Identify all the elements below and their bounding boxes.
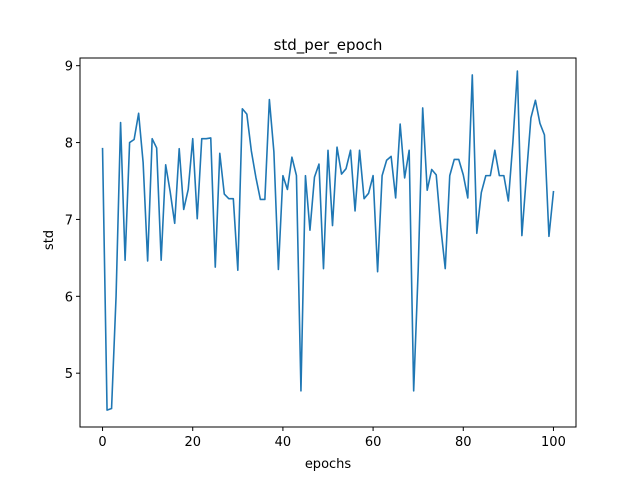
x-tick-label: 20 <box>184 435 201 450</box>
x-axis-label: epochs <box>305 457 352 472</box>
chart-title: std_per_epoch <box>274 36 383 55</box>
y-tick-label: 6 <box>65 290 73 305</box>
x-tick-label: 0 <box>98 435 106 450</box>
y-tick-label: 8 <box>65 137 73 152</box>
x-tick-label: 80 <box>455 435 472 450</box>
y-tick-label: 5 <box>65 367 73 382</box>
x-tick-label: 60 <box>365 435 382 450</box>
x-tick-label: 40 <box>275 435 292 450</box>
y-axis-label: std <box>42 230 57 250</box>
y-tick-label: 7 <box>65 213 73 228</box>
plot-frame <box>79 57 577 428</box>
x-tick-label: 100 <box>541 435 566 450</box>
series-line-0 <box>101 70 555 411</box>
y-tick-label: 9 <box>65 60 73 75</box>
plot-area: 0 20 40 60 80 100 5 6 7 8 9 <box>65 57 577 450</box>
